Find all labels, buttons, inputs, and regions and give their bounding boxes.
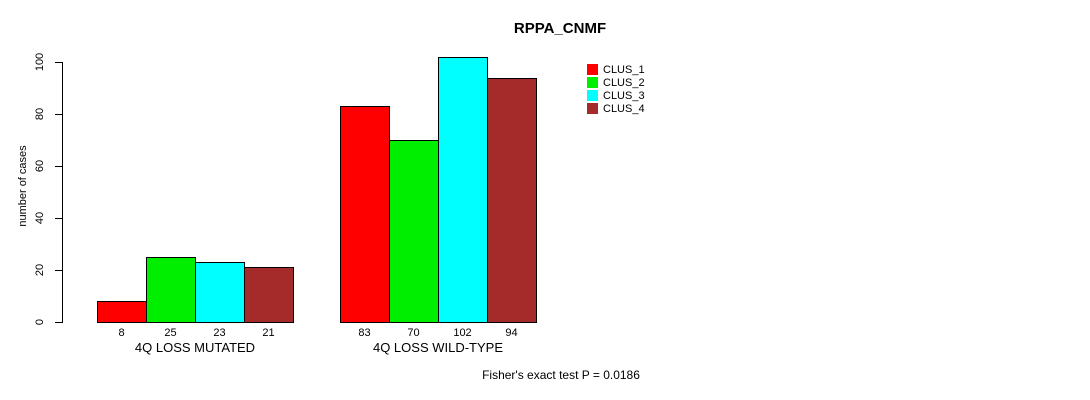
legend-item-clus_2: CLUS_2 xyxy=(587,76,645,89)
legend-item-clus_3: CLUS_3 xyxy=(587,89,645,102)
legend-swatch xyxy=(587,90,598,101)
bar-value-label: 102 xyxy=(453,327,472,339)
y-axis-tick xyxy=(55,166,62,167)
bar-clus_4-group2 xyxy=(487,77,537,323)
bar-clus_2-group1 xyxy=(146,257,196,323)
y-axis-tick-label: 100 xyxy=(34,52,46,72)
bar-clus_3-group2 xyxy=(438,56,488,323)
bar-value-label: 83 xyxy=(358,327,371,339)
bar-value-label: 21 xyxy=(262,327,275,339)
legend-swatch xyxy=(587,77,598,88)
legend-label: CLUS_4 xyxy=(603,102,645,115)
bar-value-label: 70 xyxy=(407,327,420,339)
legend-label: CLUS_3 xyxy=(603,89,645,102)
y-axis-tick-label: 60 xyxy=(34,159,46,173)
bar-clus_2-group2 xyxy=(389,140,439,323)
y-axis-tick-label: 80 xyxy=(34,107,46,121)
bar-value-label: 8 xyxy=(118,327,125,339)
legend-label: CLUS_1 xyxy=(603,63,645,76)
bar-clus_3-group1 xyxy=(195,262,245,323)
category-label: 4Q LOSS MUTATED xyxy=(134,340,256,355)
category-label: 4Q LOSS WILD-TYPE xyxy=(372,340,504,355)
stats-annotation: Fisher's exact test P = 0.0186 xyxy=(482,368,640,382)
bar-clus_1-group2 xyxy=(340,106,390,323)
legend-swatch xyxy=(587,103,598,114)
y-axis-tick-label: 0 xyxy=(34,318,46,326)
bar-clus_1-group1 xyxy=(97,301,147,323)
y-axis-tick xyxy=(55,114,62,115)
bar-clus_4-group1 xyxy=(244,267,294,323)
legend-item-clus_1: CLUS_1 xyxy=(587,63,645,76)
y-axis-tick xyxy=(55,322,62,323)
chart-title: RPPA_CNMF xyxy=(513,20,607,37)
y-axis-tick xyxy=(55,218,62,219)
y-axis-tick xyxy=(55,62,62,63)
legend-item-clus_4: CLUS_4 xyxy=(587,102,645,115)
y-axis-tick-label: 40 xyxy=(34,211,46,225)
y-axis-label: number of cases xyxy=(17,145,29,227)
bar-value-label: 94 xyxy=(505,327,518,339)
y-axis-tick-label: 20 xyxy=(34,263,46,277)
y-axis-tick xyxy=(55,270,62,271)
legend: CLUS_1 CLUS_2 CLUS_3 CLUS_4 xyxy=(587,63,645,115)
y-axis-line xyxy=(62,62,63,323)
legend-label: CLUS_2 xyxy=(603,76,645,89)
bar-value-label: 25 xyxy=(164,327,177,339)
legend-swatch xyxy=(587,64,598,75)
bar-value-label: 23 xyxy=(213,327,226,339)
